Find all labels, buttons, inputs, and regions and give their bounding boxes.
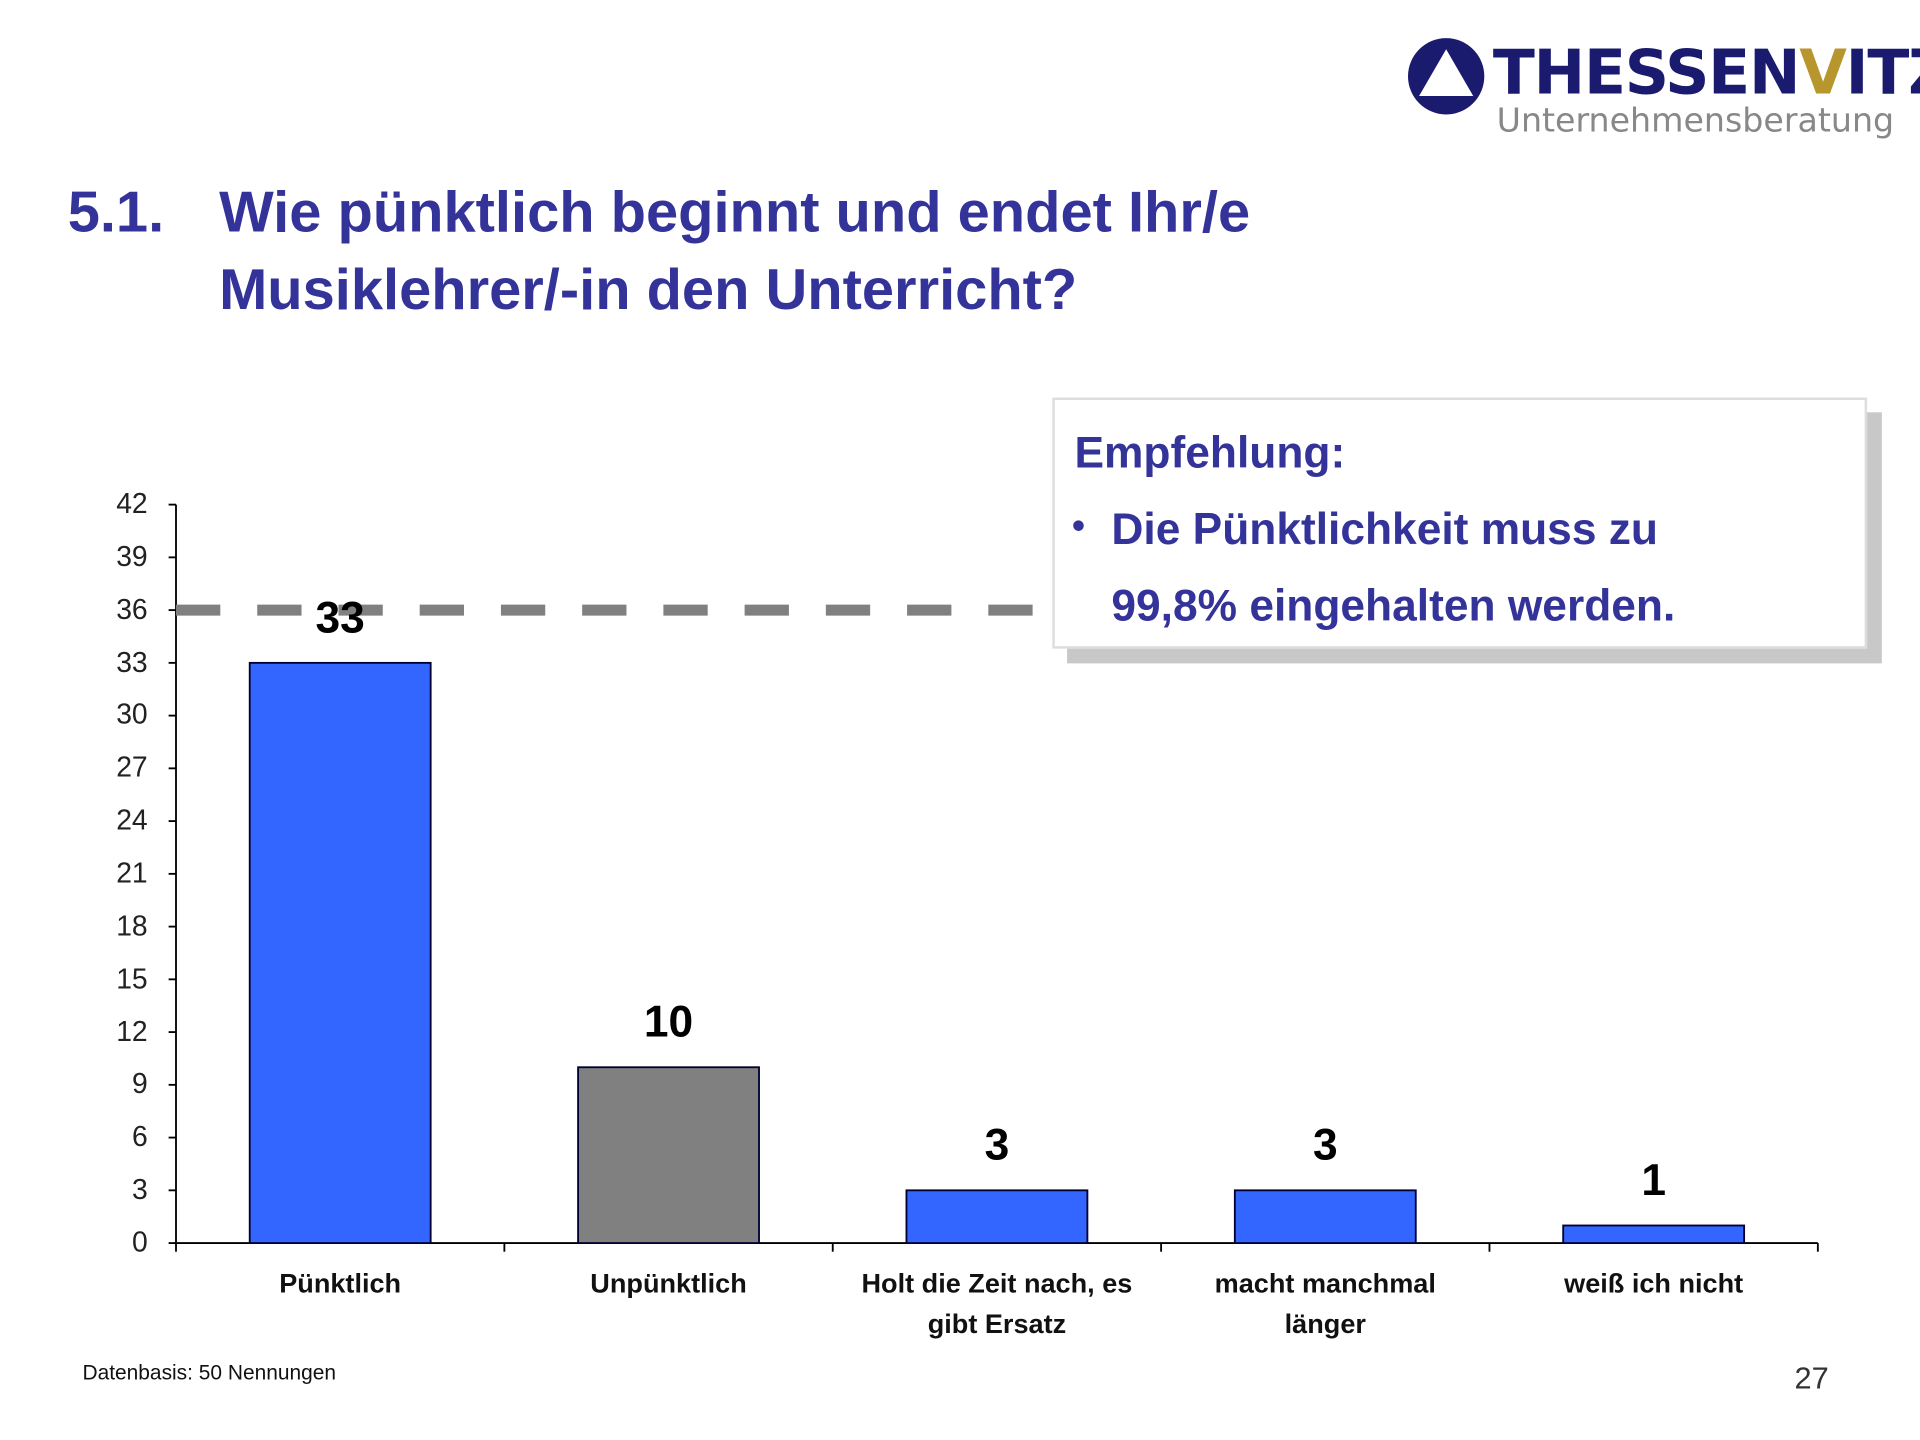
y-tick-label: 30 bbox=[116, 698, 148, 731]
y-tick-label: 9 bbox=[131, 1067, 148, 1100]
category-label: gibt Ersatz bbox=[927, 1308, 1067, 1340]
category-label: länger bbox=[1284, 1308, 1366, 1340]
value-label: 1 bbox=[1641, 1154, 1666, 1205]
recommendation-box: Empfehlung: • Die Pünktlichkeit muss zu … bbox=[1052, 397, 1868, 649]
logo-subtitle: Unternehmensberatung bbox=[1496, 102, 1895, 141]
bar bbox=[248, 661, 432, 1245]
value-label: 3 bbox=[984, 1118, 1010, 1170]
y-tick-label: 33 bbox=[116, 645, 148, 678]
logo: THESSENVITZ Unternehmensberatung bbox=[1407, 34, 1920, 147]
category-label: macht manchmal bbox=[1214, 1267, 1436, 1299]
recommendation-line-1: Die Pünktlichkeit muss zu bbox=[1111, 503, 1659, 554]
y-tick-label: 12 bbox=[116, 1014, 148, 1047]
bar bbox=[1562, 1224, 1746, 1245]
category-label: weiß ich nicht bbox=[1564, 1267, 1744, 1299]
y-tick-label: 24 bbox=[116, 803, 148, 836]
y-tick-label: 3 bbox=[131, 1173, 148, 1206]
y-tick-label: 21 bbox=[116, 856, 148, 889]
y-tick-label: 18 bbox=[116, 909, 148, 942]
y-tick-label: 42 bbox=[116, 487, 148, 520]
logo-triangle-icon bbox=[1408, 38, 1485, 115]
category-label: Holt die Zeit nach, es bbox=[861, 1267, 1133, 1299]
data-basis-note: Datenbasis: 50 Nennungen bbox=[82, 1361, 337, 1385]
value-label: 33 bbox=[315, 591, 365, 642]
page-number: 27 bbox=[1794, 1361, 1829, 1396]
bar bbox=[577, 1066, 760, 1245]
logo-name: THESSENVITZ bbox=[1492, 36, 1920, 109]
y-tick-label: 0 bbox=[131, 1225, 148, 1258]
category-label: Unpünktlich bbox=[590, 1267, 747, 1299]
y-tick-label: 39 bbox=[116, 540, 148, 573]
y-tick-label: 27 bbox=[116, 751, 148, 784]
value-label: 3 bbox=[1312, 1118, 1338, 1170]
bar bbox=[905, 1189, 1089, 1245]
recommendation-line-2: 99,8% eingehalten werden. bbox=[1111, 579, 1676, 631]
value-label: 10 bbox=[643, 995, 694, 1047]
title-number: 5.1. bbox=[67, 178, 165, 244]
recommendation-heading: Empfehlung: bbox=[1074, 427, 1346, 478]
title-line-2: Musiklehrer/-in den Unterricht? bbox=[219, 256, 1078, 322]
y-tick-label: 15 bbox=[116, 962, 148, 995]
title-line-1: Wie pünktlich beginnt und endet Ihr/e bbox=[219, 178, 1251, 244]
bullet-icon: • bbox=[1072, 505, 1085, 547]
y-tick-label: 36 bbox=[116, 592, 148, 625]
y-tick-label: 6 bbox=[131, 1120, 148, 1153]
bar bbox=[1233, 1189, 1417, 1245]
category-label: Pünktlich bbox=[279, 1267, 402, 1299]
